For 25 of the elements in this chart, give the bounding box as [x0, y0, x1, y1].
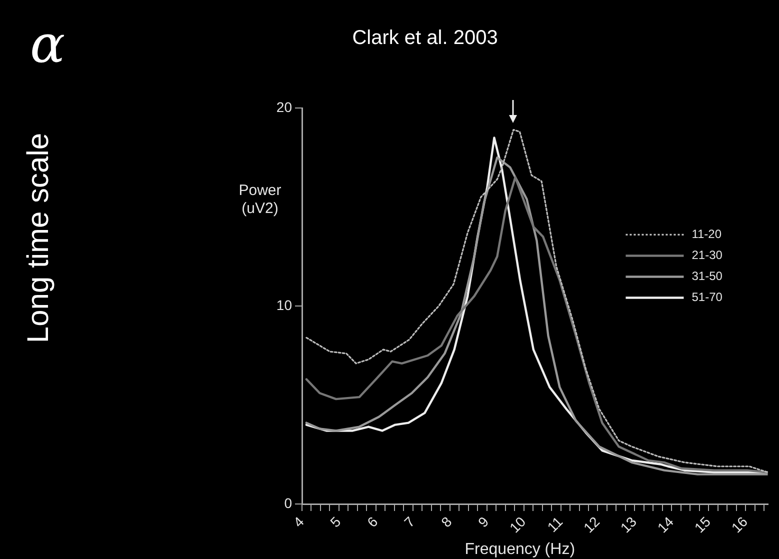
legend-label: 21-30 — [692, 248, 723, 262]
x-tick-label: 16 — [728, 513, 751, 536]
x-tick-label: 6 — [364, 513, 381, 530]
legend-label: 11-20 — [692, 227, 722, 242]
x-tick-label: 11 — [544, 513, 566, 536]
chart-title: α — [30, 15, 66, 75]
x-axis-title: Frequency (Hz) — [464, 541, 576, 558]
x-tick-label: 15 — [691, 513, 714, 536]
x-tick-label: 4 — [290, 513, 307, 530]
x-tick-label: 13 — [617, 513, 640, 536]
x-tick-label: 7 — [400, 513, 418, 530]
x-tick-label: 10 — [506, 513, 529, 536]
text: Clark et al. 2003 — [352, 27, 498, 49]
y-tick-label: 20 — [276, 98, 292, 115]
legend-label: 51-70 — [692, 290, 723, 304]
text: Long time scale — [22, 132, 55, 344]
y-axis-title: Power (uV2) — [238, 182, 282, 217]
x-tick-label: 8 — [438, 513, 455, 530]
x-tick-label: 9 — [474, 513, 492, 530]
y-tick-label: 10 — [276, 296, 292, 313]
x-tick-label: 5 — [326, 513, 344, 530]
x-tick-label: 12 — [580, 513, 603, 536]
x-tick-label: 14 — [654, 513, 677, 536]
legend-label: 31-50 — [692, 269, 723, 284]
y-tick-label: 0 — [284, 494, 292, 511]
